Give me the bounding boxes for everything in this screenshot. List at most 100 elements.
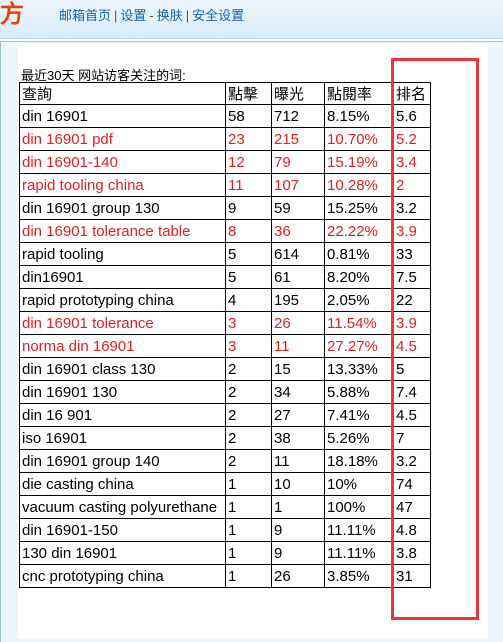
cell-query: din 16901 group 140 [19, 449, 226, 473]
cell-query: din 16901 class 130 [19, 357, 226, 381]
cell-query: din 16901 tolerance [19, 311, 226, 335]
nav-settings-link[interactable]: 设置 [120, 8, 147, 23]
cell-impressions: 15 [271, 357, 325, 381]
column-header-impressions: 曝光 [271, 82, 325, 105]
table-row: rapid tooling 5 614 0.81% 33 [19, 242, 431, 266]
cell-impressions: 712 [271, 104, 325, 128]
cell-ctr: 5.26% [324, 426, 394, 450]
table-row: din 16901-150 1 9 11.11% 4.8 [19, 518, 431, 542]
cell-query: rapid tooling [19, 242, 226, 266]
cell-query: iso 16901 [19, 426, 226, 450]
cell-query: cnc prototyping china [19, 564, 226, 588]
cell-impressions: 195 [271, 288, 325, 312]
cell-ctr: 22.22% [324, 219, 394, 243]
table-body: din 16901 58 712 8.15% 5.6 din 16901 pdf 23 215… [19, 104, 431, 588]
table-row: din 16901-140 12 79 15.19% 3.4 [19, 150, 431, 174]
cell-impressions: 1 [271, 495, 325, 519]
cell-ctr: 7.41% [324, 403, 394, 427]
cell-ctr: 10% [324, 472, 394, 496]
cell-clicks: 2 [225, 426, 272, 450]
cell-query: din 16901-140 [19, 150, 226, 174]
cell-query: norma din 16901 [19, 334, 226, 358]
nav-skin-link[interactable]: 换肤 [156, 8, 183, 23]
table-row: din 16901 group 130 9 59 15.25% 3.2 [19, 196, 431, 220]
cell-impressions: 79 [271, 150, 325, 174]
cell-impressions: 107 [271, 173, 325, 197]
cell-impressions: 26 [271, 311, 325, 335]
cell-rank: 5.6 [393, 104, 431, 128]
cell-query: die casting china [19, 472, 226, 496]
cell-ctr: 15.25% [324, 196, 394, 220]
cell-clicks: 5 [225, 265, 272, 289]
table-row: rapid tooling china 11 107 10.28% 2 [19, 173, 431, 197]
cell-impressions: 34 [271, 380, 325, 404]
cell-rank: 22 [393, 288, 431, 312]
cell-ctr: 5.88% [324, 380, 394, 404]
cell-rank: 7 [393, 426, 431, 450]
cell-rank: 31 [393, 564, 431, 588]
table-row: din 16901 130 2 34 5.88% 7.4 [19, 380, 431, 404]
cell-query: din 16901 group 130 [19, 196, 226, 220]
cell-rank: 33 [393, 242, 431, 266]
cell-clicks: 2 [225, 380, 272, 404]
cell-clicks: 1 [225, 472, 272, 496]
cell-clicks: 1 [225, 541, 272, 565]
cell-clicks: 1 [225, 495, 272, 519]
cell-rank: 4.5 [393, 334, 431, 358]
cell-ctr: 10.70% [324, 127, 394, 151]
nav-separator: | [185, 8, 190, 23]
cell-ctr: 13.33% [324, 357, 394, 381]
cell-impressions: 26 [271, 564, 325, 588]
cell-impressions: 27 [271, 403, 325, 427]
cell-impressions: 614 [271, 242, 325, 266]
cell-query: rapid tooling china [19, 173, 226, 197]
cell-query: vacuum casting polyurethane [19, 495, 226, 519]
table-row: iso 16901 2 38 5.26% 7 [19, 426, 431, 450]
table-row: din 16901 class 130 2 15 13.33% 5 [19, 357, 431, 381]
cell-clicks: 3 [225, 334, 272, 358]
nav-security-link[interactable]: 安全设置 [192, 8, 245, 23]
cell-ctr: 18.18% [324, 449, 394, 473]
cell-ctr: 100% [324, 495, 394, 519]
cell-clicks: 2 [225, 403, 272, 427]
cell-rank: 7.5 [393, 265, 431, 289]
table-row: vacuum casting polyurethane 1 1 100% 47 [19, 495, 431, 519]
column-header-clicks: 點擊 [225, 82, 272, 105]
table-row: 130 din 16901 1 9 11.11% 3.8 [19, 541, 431, 565]
cell-impressions: 59 [271, 196, 325, 220]
table-row: die casting china 1 10 10% 74 [19, 472, 431, 496]
cell-ctr: 2.05% [324, 288, 394, 312]
cell-rank: 3.4 [393, 150, 431, 174]
cell-query: din 16901-150 [19, 518, 226, 542]
cell-query: rapid prototyping china [19, 288, 226, 312]
cell-clicks: 4 [225, 288, 272, 312]
logo[interactable]: 方 [0, 0, 24, 28]
cell-query: din 16901 [19, 104, 226, 128]
cell-ctr: 15.19% [324, 150, 394, 174]
cell-ctr: 10.28% [324, 173, 394, 197]
cell-clicks: 23 [225, 127, 272, 151]
cell-clicks: 1 [225, 564, 272, 588]
nav-separator: - [149, 8, 154, 23]
column-header-query: 查詢 [19, 82, 226, 105]
cell-impressions: 11 [271, 334, 325, 358]
cell-ctr: 11.54% [324, 311, 394, 335]
column-header-rank: 排名 [393, 82, 431, 105]
cell-clicks: 11 [225, 173, 272, 197]
cell-impressions: 61 [271, 265, 325, 289]
cell-rank: 2 [393, 173, 431, 197]
cell-ctr: 11.11% [324, 541, 394, 565]
cell-impressions: 36 [271, 219, 325, 243]
table-row: din16901 5 61 8.20% 7.5 [19, 265, 431, 289]
cell-clicks: 58 [225, 104, 272, 128]
cell-ctr: 8.15% [324, 104, 394, 128]
cell-rank: 4.8 [393, 518, 431, 542]
cell-query: din 16901 130 [19, 380, 226, 404]
table-row: rapid prototyping china 4 195 2.05% 22 [19, 288, 431, 312]
cell-rank: 3.9 [393, 219, 431, 243]
cell-impressions: 11 [271, 449, 325, 473]
nav-mail-home-link[interactable]: 邮箱首页 [59, 8, 112, 23]
table-row: din 16901 group 140 2 11 18.18% 3.2 [19, 449, 431, 473]
cell-rank: 3.2 [393, 449, 431, 473]
cell-rank: 3.8 [393, 541, 431, 565]
